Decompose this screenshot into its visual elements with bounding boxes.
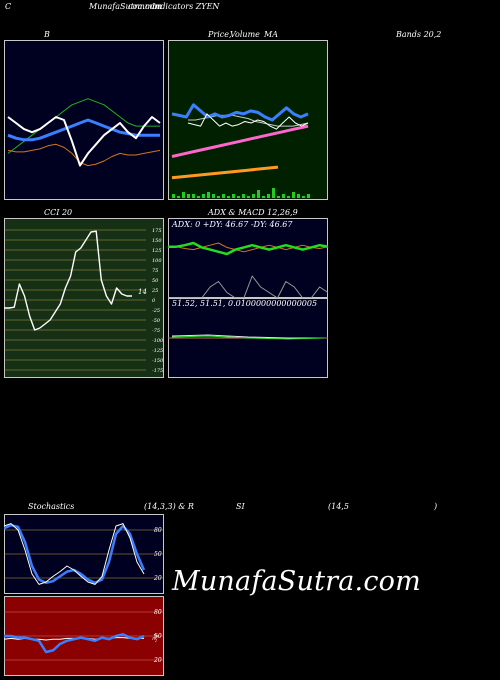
volume-bar bbox=[197, 196, 200, 198]
rsi-tick-label: 50 bbox=[154, 633, 162, 640]
volume-bar bbox=[307, 194, 310, 198]
volume-bar bbox=[202, 194, 205, 198]
stoch-k-line bbox=[4, 523, 145, 585]
stoch-params: (14,3,3) & R bbox=[144, 502, 194, 511]
volume-bar bbox=[222, 194, 225, 198]
site-title: MunafaSutra.com bbox=[89, 2, 162, 11]
si-label: SI bbox=[236, 502, 245, 511]
cci-tick-label: -150 bbox=[152, 358, 164, 364]
volume-bar bbox=[182, 192, 185, 198]
bollinger-label: B bbox=[44, 30, 50, 39]
price-line bbox=[187, 113, 309, 130]
volume-bar bbox=[192, 194, 195, 198]
rsi-tick-label: 20 bbox=[153, 657, 162, 664]
cci-tick-label: -125 bbox=[152, 348, 163, 354]
middle-band-line bbox=[7, 118, 160, 142]
stoch-tick-label: 50 bbox=[154, 551, 162, 558]
cci-tick-label: 25 bbox=[151, 288, 158, 294]
volume-bar bbox=[232, 194, 235, 198]
volume-bar bbox=[212, 194, 215, 198]
subtitle: Indicators ZYEN bbox=[152, 2, 220, 11]
volume-bar bbox=[302, 196, 305, 198]
adx-macd-label: ADX & MACD 12,26,9 bbox=[208, 208, 298, 217]
panel-background bbox=[4, 218, 164, 378]
volume-bar bbox=[242, 194, 245, 198]
stochastics-panel: 80 50 20 bbox=[4, 514, 164, 594]
volume-bar bbox=[272, 188, 275, 198]
macd-line bbox=[171, 334, 324, 339]
bollinger-panel bbox=[4, 40, 164, 200]
volume-bar bbox=[267, 194, 270, 198]
volume-bar bbox=[247, 196, 250, 198]
cci-tick-label: 50 bbox=[152, 278, 159, 284]
volume-label: Volume bbox=[230, 30, 260, 39]
volume-bar bbox=[277, 196, 280, 198]
ema-orange-line bbox=[171, 165, 279, 180]
volume-bar bbox=[252, 194, 255, 198]
stoch-label: Stochastics bbox=[28, 502, 75, 511]
rsi-value-label: 34 bbox=[151, 633, 160, 643]
ma-blue-line bbox=[171, 103, 309, 122]
stoch-tick-label: 80 bbox=[154, 527, 162, 534]
title-overlap: common bbox=[128, 2, 163, 11]
cci-line bbox=[4, 230, 132, 331]
volume-bar bbox=[292, 192, 295, 198]
volume-bar bbox=[282, 194, 285, 198]
stoch-tick-label: 20 bbox=[153, 575, 162, 582]
cci-tick-label: 100 bbox=[152, 258, 162, 264]
watermark: MunafaSutra.com bbox=[172, 566, 421, 597]
volume-bar bbox=[217, 196, 220, 198]
ema-pink-line bbox=[171, 124, 309, 158]
plus-di-line bbox=[168, 241, 328, 256]
signal-line bbox=[171, 335, 325, 340]
cci-tick-label: -50 bbox=[152, 318, 161, 324]
ma-label: MA bbox=[264, 30, 278, 39]
price-line bbox=[7, 116, 161, 167]
cci-tick-label: -175 bbox=[152, 368, 163, 374]
cci-last-label: 14 bbox=[138, 288, 147, 296]
price-volume-panel bbox=[168, 40, 328, 200]
cci-tick-label: 0 bbox=[152, 298, 156, 304]
adx-values: ADX: 0 +DY: 46.67 -DY: 46.67 bbox=[172, 220, 293, 229]
macd-values: 51.52, 51.51, 0.0100000000000005 bbox=[172, 299, 318, 308]
rsi-params: (14,5 bbox=[328, 502, 349, 511]
adx-panel bbox=[168, 218, 328, 298]
c-label: C bbox=[5, 2, 12, 11]
rsi-close: ) bbox=[434, 502, 438, 511]
volume-bar bbox=[237, 196, 240, 198]
volume-bar bbox=[262, 196, 265, 198]
rsi-tick-label: 80 bbox=[154, 609, 162, 616]
minus-di-line bbox=[168, 242, 328, 253]
cci-label: CCI 20 bbox=[44, 208, 73, 217]
cci-tick-label: -25 bbox=[152, 308, 160, 314]
macd-panel bbox=[168, 298, 328, 378]
cci-tick-label: 175 bbox=[152, 228, 162, 234]
volume-bar bbox=[172, 194, 175, 198]
cci-panel: 175 150 125 100 75 50 25 0 -25 -50 -75 -100 -125 -150… bbox=[4, 218, 164, 378]
upper-band-line bbox=[7, 98, 160, 154]
volume-bar bbox=[287, 196, 290, 198]
price-label: Price, bbox=[208, 30, 232, 39]
panel-background bbox=[168, 218, 328, 298]
volume-bar bbox=[187, 194, 190, 198]
volume-bar bbox=[257, 190, 260, 198]
cci-tick-label: 150 bbox=[152, 238, 162, 244]
volume-bar bbox=[227, 196, 230, 198]
rsi-line bbox=[4, 633, 145, 654]
cci-tick-label: 75 bbox=[152, 268, 158, 274]
adx-line bbox=[168, 275, 328, 298]
cci-tick-label: -75 bbox=[152, 328, 160, 334]
volume-bar bbox=[297, 194, 300, 198]
cci-tick-label: -100 bbox=[152, 338, 164, 344]
volume-bar bbox=[207, 192, 210, 198]
bands-label: Bands 20,2 bbox=[396, 30, 442, 39]
lower-band-line bbox=[7, 143, 161, 167]
volume-bar bbox=[177, 196, 180, 198]
rsi-panel: 80 50 20 34 bbox=[4, 596, 164, 676]
cci-tick-label: 125 bbox=[152, 248, 162, 254]
